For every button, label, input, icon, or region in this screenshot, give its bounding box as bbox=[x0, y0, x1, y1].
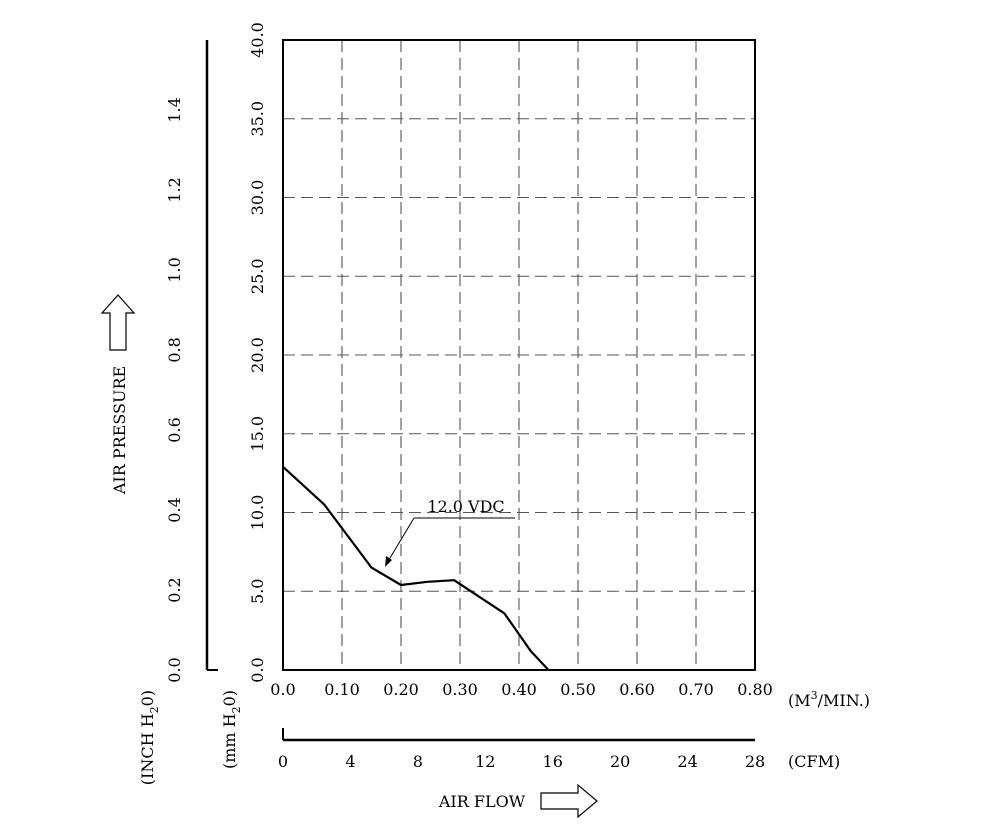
x-tick-label: 0.0 bbox=[270, 680, 295, 699]
inch-tick-label: 1.2 bbox=[165, 177, 184, 202]
x-tick-label: 0.70 bbox=[678, 680, 714, 699]
callout-arrowhead bbox=[385, 556, 392, 567]
y-tick-label: 25.0 bbox=[248, 258, 267, 294]
y-tick-label: 30.0 bbox=[248, 180, 267, 216]
y2-unit-label: (INCH H20) bbox=[138, 690, 161, 785]
inch-tick-label: 0.6 bbox=[165, 417, 184, 442]
x2-unit-label: (CFM) bbox=[788, 752, 840, 771]
y-tick-label: 40.0 bbox=[248, 22, 267, 58]
y-tick-label: 10.0 bbox=[248, 495, 267, 531]
arrow-up-icon bbox=[100, 294, 136, 351]
grid-lines bbox=[283, 40, 755, 670]
x-tick-labels: 0.0 0.10 0.20 0.30 0.40 0.50 0.60 0.70 0.80 bbox=[270, 680, 773, 699]
y-unit-label: (mm H20) bbox=[220, 690, 243, 769]
y-tick-label: 20.0 bbox=[248, 337, 267, 373]
x-tick-label: 0.60 bbox=[619, 680, 655, 699]
cfm-tick-label: 28 bbox=[745, 752, 765, 771]
y-tick-label: 35.0 bbox=[248, 101, 267, 137]
x-tick-label: 0.10 bbox=[324, 680, 360, 699]
callout-leader bbox=[386, 517, 415, 564]
inch-tick-label: 0.4 bbox=[165, 497, 184, 522]
y-tick-label: 15.0 bbox=[248, 416, 267, 452]
cfm-tick-label: 16 bbox=[543, 752, 563, 771]
cfm-tick-label: 4 bbox=[345, 752, 355, 771]
x-tick-label: 0.50 bbox=[560, 680, 596, 699]
series-line bbox=[282, 465, 550, 671]
y-axis-title: AIR PRESSURE bbox=[110, 366, 129, 495]
y-tick-label: 0.0 bbox=[248, 657, 267, 682]
x-tick-label: 0.20 bbox=[383, 680, 419, 699]
series-label: 12.0 VDC bbox=[427, 497, 504, 516]
inch-tick-label: 0.8 bbox=[165, 337, 184, 362]
inch-tick-label: 0.2 bbox=[165, 577, 184, 602]
inch-tick-labels: 0.0 0.2 0.4 0.6 0.8 1.0 1.2 1.4 bbox=[165, 97, 184, 683]
x-tick-label: 0.80 bbox=[737, 680, 773, 699]
x-unit-label: (M3/MIN.) bbox=[788, 689, 870, 710]
cfm-tick-labels: 0 4 8 12 16 20 24 28 bbox=[278, 752, 765, 771]
cfm-tick-label: 20 bbox=[610, 752, 630, 771]
cfm-tick-label: 24 bbox=[677, 752, 697, 771]
x-tick-label: 0.30 bbox=[442, 680, 478, 699]
y-tick-labels: 0.0 5.0 10.0 15.0 20.0 25.0 30.0 35.0 40.0 bbox=[248, 22, 267, 683]
cfm-tick-label: 8 bbox=[413, 752, 423, 771]
inch-tick-label: 0.0 bbox=[165, 657, 184, 682]
series-layer: 12.0 VDC bbox=[282, 465, 550, 671]
plot-frame bbox=[282, 39, 756, 671]
inch-tick-label: 1.4 bbox=[165, 97, 184, 122]
x-tick-label: 0.40 bbox=[501, 680, 537, 699]
x-axis-title: AIR FLOW bbox=[438, 792, 526, 811]
arrow-right-icon bbox=[540, 783, 598, 819]
inch-tick-label: 1.0 bbox=[165, 257, 184, 282]
cfm-tick-label: 12 bbox=[475, 752, 495, 771]
cfm-tick-label: 0 bbox=[278, 752, 288, 771]
y-tick-label: 5.0 bbox=[248, 579, 267, 604]
